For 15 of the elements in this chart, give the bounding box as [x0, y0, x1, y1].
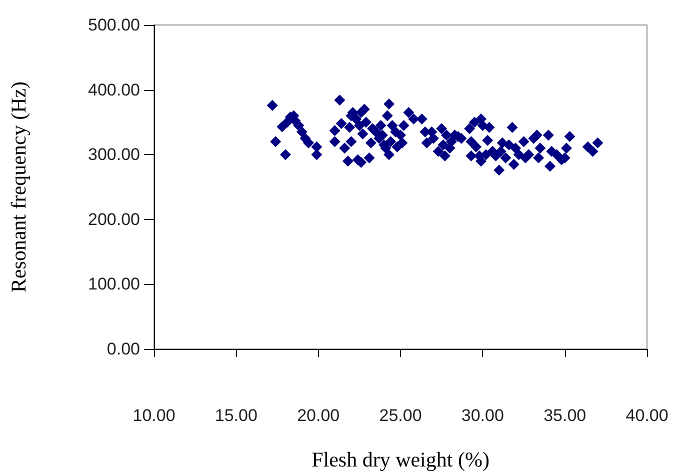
x-tick-label: 30.00 — [461, 406, 504, 425]
y-tick-label: 400.00 — [88, 80, 140, 100]
x-tick-label: 10.00 — [132, 406, 176, 425]
y-tick-label: 0.00 — [106, 340, 140, 358]
x-axis-title: Flesh dry weight (%) — [312, 448, 490, 472]
y-tick-label: 500.00 — [88, 16, 140, 34]
y-tick-label: 300.00 — [88, 145, 140, 164]
x-tick-label: 35.00 — [544, 406, 586, 425]
x-tick-label: 25.00 — [379, 406, 422, 425]
x-tick-label: 40.00 — [626, 406, 668, 425]
y-axis-title: Resonant frequency (Hz) — [6, 81, 30, 293]
y-tick-label: 200.00 — [88, 210, 140, 229]
x-tick-label: 15.00 — [214, 406, 258, 425]
y-tick-label: 100.00 — [88, 274, 140, 294]
x-tick-label: 20.00 — [297, 406, 340, 425]
